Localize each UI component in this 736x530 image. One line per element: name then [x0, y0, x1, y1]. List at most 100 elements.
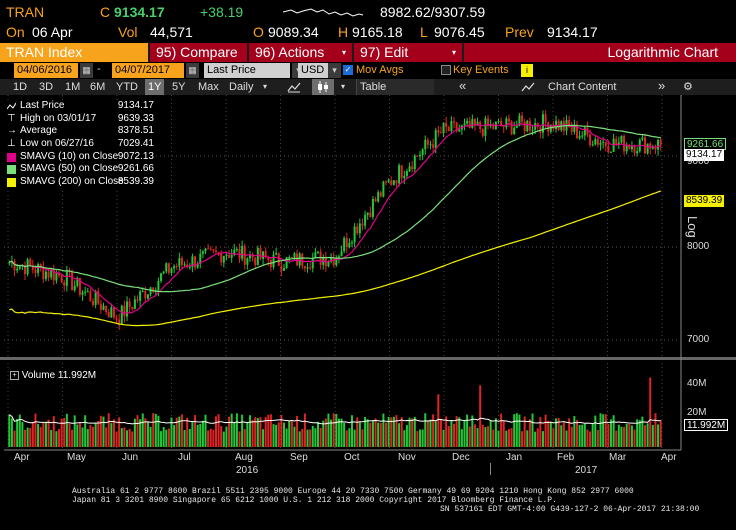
mov-avgs-checkbox[interactable]: ✓ — [343, 65, 353, 75]
chevron-down-icon[interactable]: ▾ — [328, 63, 341, 78]
candle-body — [298, 253, 301, 266]
table-button[interactable]: Table — [356, 79, 434, 95]
candle-body — [447, 127, 450, 132]
range-tab-3d[interactable]: 3D — [39, 81, 54, 93]
volume-bar — [421, 429, 424, 447]
candle-body — [405, 171, 408, 176]
period-select[interactable]: Daily — [229, 81, 254, 93]
chevron-down-icon[interactable]: ▾ — [341, 82, 346, 91]
legend-item[interactable]: → Average 8378.51 — [7, 125, 154, 137]
legend-item[interactable]: SMAVG (10) on Close 9072.13 — [4, 151, 156, 164]
volume-bar — [596, 430, 599, 447]
security-field[interactable]: TRAN Index — [0, 43, 148, 62]
range-tab-5y[interactable]: 5Y — [172, 81, 186, 93]
info-icon[interactable]: i — [521, 64, 533, 77]
calendar-icon[interactable]: ▦ — [186, 63, 199, 78]
volume-bar — [269, 414, 272, 447]
key-events-checkbox[interactable] — [441, 65, 451, 75]
candle-body — [581, 135, 584, 137]
candle-body — [615, 138, 618, 145]
volume-bar — [303, 413, 306, 447]
volume-bar — [494, 418, 497, 447]
gear-icon[interactable]: ⚙ — [683, 81, 693, 93]
x-tick-label: Jul — [178, 452, 191, 463]
legend-item[interactable]: ⊤ High on 03/01/17 9639.33 — [7, 112, 154, 124]
candle-body — [596, 139, 599, 145]
volume-legend[interactable]: + Volume 11.992M — [10, 370, 96, 381]
chart-content-button[interactable]: Chart Content — [548, 81, 617, 93]
range-tab-6m[interactable]: 6M — [90, 81, 106, 93]
candle-body — [102, 305, 105, 310]
legend-item[interactable]: SMAVG (50) on Close 9261.66 — [4, 163, 156, 176]
candle-body — [599, 142, 602, 145]
candle-body — [314, 252, 317, 259]
volume-bar — [450, 420, 453, 447]
legend-item[interactable]: SMAVG (200) on Close 8539.39 — [4, 176, 156, 189]
volume-bar — [10, 418, 13, 447]
volume-bar — [395, 415, 398, 447]
year-label: 2017 — [575, 465, 598, 476]
volume-bar — [557, 418, 560, 447]
volume-bar — [447, 426, 450, 447]
range-tab-1m[interactable]: 1M — [65, 81, 81, 93]
volume-bar — [230, 413, 233, 447]
candle-body — [136, 299, 139, 301]
volume-bar — [649, 377, 652, 447]
volume-bar — [123, 427, 126, 447]
candle-body — [92, 300, 95, 305]
volume-bar — [602, 414, 605, 447]
range-tab-max[interactable]: Max — [198, 81, 219, 93]
candle-body — [16, 268, 19, 271]
footer-contacts-2: Japan 81 3 3201 8900 Singapore 65 6212 1… — [72, 496, 557, 505]
candle-body — [609, 151, 612, 153]
volume-bar — [81, 427, 84, 447]
volume-bar — [201, 420, 204, 447]
candle-body — [58, 273, 61, 276]
collapse-right-icon[interactable]: » — [658, 78, 666, 93]
volume-bar — [385, 422, 388, 447]
volume-average-line — [9, 414, 661, 425]
candle-body — [361, 223, 364, 226]
chevron-down-icon[interactable]: ▾ — [263, 82, 268, 91]
currency-select[interactable]: USD — [298, 63, 332, 78]
legend-item[interactable]: Last Price 9134.17 — [4, 100, 156, 113]
quote-detail-bar: On 06 Apr Vol 44,571 O 9089.34 H 9165.18… — [0, 22, 736, 42]
candle-body — [497, 121, 500, 123]
legend-item[interactable]: ⊥ Low on 06/27/16 7029.41 — [7, 138, 154, 150]
start-date-input[interactable]: 04/06/2016 — [14, 63, 78, 78]
range-tab-1d[interactable]: 1D — [13, 81, 28, 93]
volume-bar — [167, 428, 170, 447]
line-chart-icon[interactable] — [287, 81, 301, 93]
candle-body — [118, 319, 121, 325]
volume-bar — [272, 424, 275, 447]
range-bar: 1D 3D 1M 6M YTD 1Y 5Y Max Daily ▾ ▾ Tabl… — [0, 79, 736, 95]
volume-bar — [141, 413, 144, 447]
volume-bar — [146, 421, 149, 447]
volume-bar — [251, 419, 254, 447]
volume-bar — [204, 414, 207, 447]
collapse-left-icon[interactable]: « — [459, 78, 467, 93]
volume-bar — [133, 418, 136, 447]
candle-body — [222, 255, 225, 263]
end-date-input[interactable]: 04/07/2017 — [112, 63, 184, 78]
expand-icon[interactable]: + — [10, 370, 19, 380]
volume-bar — [487, 426, 490, 447]
field-select[interactable]: Last Price — [204, 63, 290, 78]
range-tab-1y[interactable]: 1Y — [145, 79, 165, 95]
volume-bar — [92, 426, 95, 447]
volume-bar — [578, 424, 581, 447]
volume-bar — [364, 416, 367, 447]
candle-chart-icon[interactable] — [312, 79, 334, 95]
compare-button[interactable]: 95) Compare — [150, 43, 247, 62]
volume-bar — [583, 423, 586, 447]
volume-bar — [233, 422, 236, 447]
candle-body — [178, 258, 181, 267]
edit-button[interactable]: 97) Edit — [354, 43, 462, 62]
sma10-swatch — [7, 152, 16, 162]
range-tab-ytd[interactable]: YTD — [116, 81, 138, 93]
calendar-icon[interactable]: ▦ — [80, 63, 93, 78]
volume-bar — [628, 424, 631, 447]
candle-body — [468, 120, 471, 128]
actions-button[interactable]: 96) Actions — [249, 43, 352, 62]
candle-body — [450, 121, 453, 132]
